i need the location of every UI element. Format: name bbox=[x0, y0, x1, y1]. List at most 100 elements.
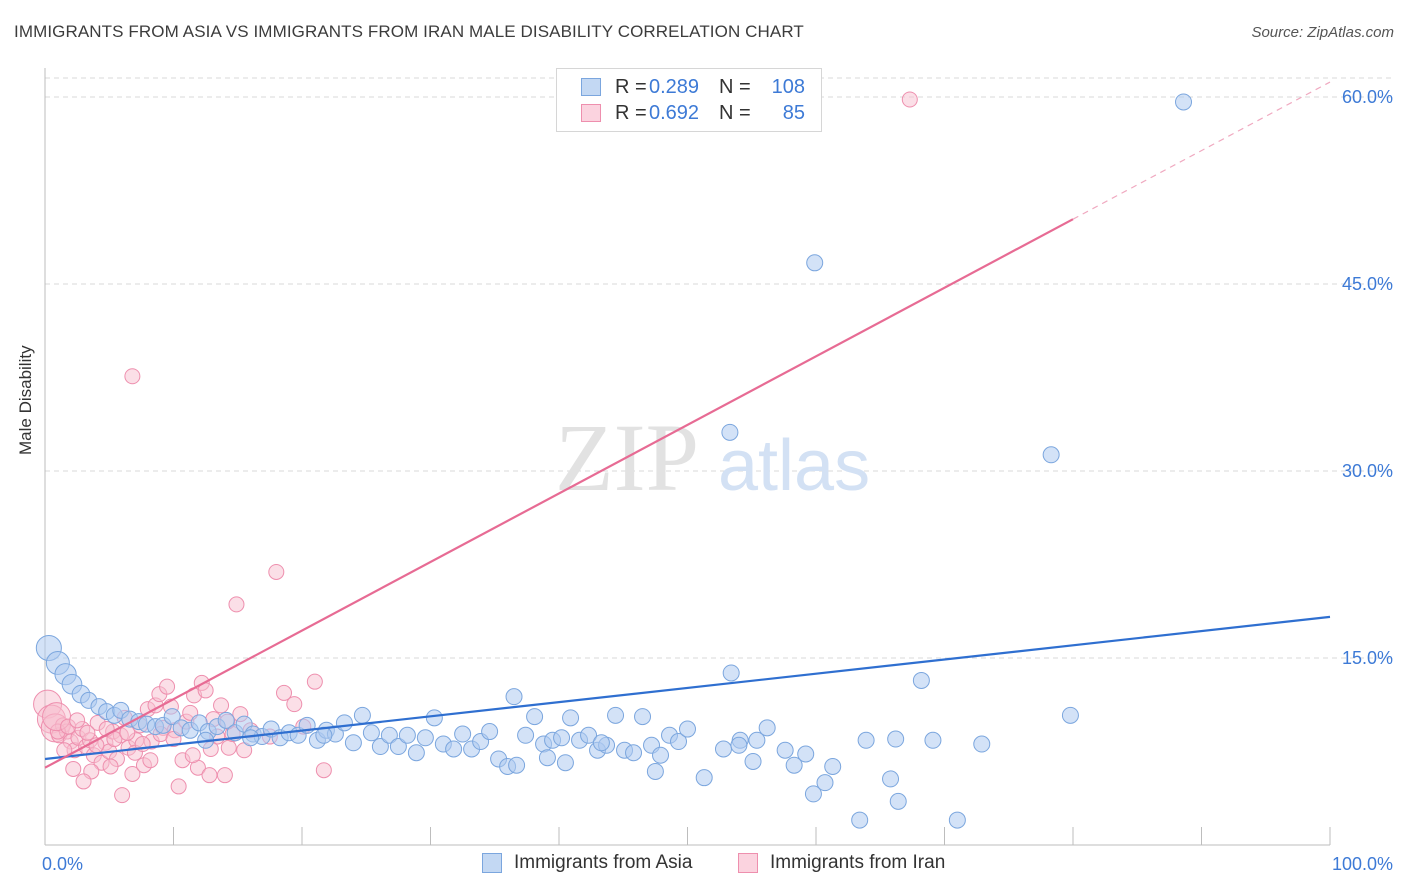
legend-swatch-iran bbox=[581, 104, 601, 122]
asia-point bbox=[882, 770, 900, 788]
asia-point bbox=[425, 709, 443, 727]
asia-point bbox=[163, 708, 181, 726]
asia-point bbox=[517, 726, 535, 744]
asia-point bbox=[454, 725, 472, 743]
asia-point bbox=[407, 744, 425, 762]
trend-line-asia bbox=[44, 615, 1331, 761]
iran-point bbox=[159, 678, 176, 695]
legend-row-asia: R = 0.289 N = 108 bbox=[581, 74, 805, 100]
asia-point bbox=[797, 745, 815, 763]
iran-point bbox=[124, 765, 141, 782]
legend-n-value-asia: 108 bbox=[771, 75, 805, 98]
y-tick-label: 45.0% bbox=[1342, 274, 1393, 294]
legend-n-label: N = bbox=[719, 75, 751, 98]
asia-point bbox=[538, 749, 556, 767]
asia-point bbox=[634, 708, 652, 726]
asia-point bbox=[722, 664, 740, 682]
asia-point bbox=[505, 688, 523, 706]
asia-point bbox=[721, 423, 739, 441]
asia-point bbox=[335, 714, 353, 732]
asia-point bbox=[380, 726, 398, 744]
asia-point bbox=[652, 746, 670, 764]
asia-point bbox=[851, 811, 869, 829]
iran-point bbox=[286, 696, 303, 713]
y-tick-label: 30.0% bbox=[1342, 461, 1393, 481]
iran-point bbox=[315, 762, 332, 779]
iran-point bbox=[114, 787, 131, 804]
iran-point bbox=[124, 368, 141, 385]
asia-point bbox=[973, 735, 991, 753]
iran-point bbox=[901, 91, 918, 108]
asia-point bbox=[553, 729, 571, 747]
bottom-legend-iran: Immigrants from Iran bbox=[738, 852, 945, 874]
asia-point bbox=[389, 738, 407, 756]
bottom-legend-swatch-iran bbox=[738, 853, 758, 873]
iran-point bbox=[75, 773, 92, 790]
iran-point bbox=[142, 752, 159, 769]
asia-point bbox=[526, 708, 544, 726]
iran-point bbox=[216, 767, 233, 784]
iran-point bbox=[306, 673, 323, 690]
asia-point bbox=[1061, 706, 1079, 724]
correlation-legend: R = 0.289 N = 108 R = 0.692 N = 85 bbox=[556, 68, 822, 132]
y-tick-label: 60.0% bbox=[1342, 87, 1393, 107]
asia-point bbox=[416, 729, 434, 747]
asia-point bbox=[776, 741, 794, 759]
asia-point bbox=[344, 734, 362, 752]
iran-point bbox=[102, 758, 119, 775]
legend-r-value-asia: 0.289 bbox=[649, 75, 700, 98]
iran-point bbox=[201, 767, 218, 784]
chart-title: IMMIGRANTS FROM ASIA VS IMMIGRANTS FROM … bbox=[14, 22, 804, 41]
asia-point bbox=[730, 736, 748, 754]
asia-point bbox=[398, 726, 416, 744]
iran-point bbox=[276, 684, 293, 701]
asia-point bbox=[670, 733, 688, 751]
asia-point bbox=[785, 756, 803, 774]
trend-line-iran-extrapolated bbox=[1072, 81, 1331, 220]
iran-point bbox=[79, 724, 96, 741]
legend-row-iran: R = 0.692 N = 85 bbox=[581, 100, 805, 126]
asia-point bbox=[806, 254, 824, 272]
x-tick-label: 0.0% bbox=[42, 854, 83, 874]
legend-n-label: N = bbox=[719, 101, 751, 124]
source-label: Source: ZipAtlas.com bbox=[1251, 24, 1394, 41]
watermark: ZIP atlas bbox=[555, 404, 870, 511]
bottom-legend-label-iran: Immigrants from Iran bbox=[770, 852, 946, 873]
watermark-atlas: atlas bbox=[718, 426, 870, 506]
asia-point bbox=[804, 785, 822, 803]
iran-point bbox=[170, 778, 187, 795]
trend-lines bbox=[44, 81, 1331, 769]
iran-point bbox=[184, 747, 201, 764]
asia-point bbox=[1042, 446, 1060, 464]
asia-point bbox=[816, 774, 834, 792]
asia-point bbox=[562, 709, 580, 727]
asia-point bbox=[758, 719, 776, 737]
y-axis-label: Male Disability bbox=[16, 345, 35, 455]
iran-point bbox=[228, 596, 245, 613]
asia-point bbox=[924, 731, 942, 749]
asia-point bbox=[948, 811, 966, 829]
asia-point bbox=[679, 720, 696, 738]
bottom-legend-label-asia: Immigrants from Asia bbox=[514, 852, 693, 873]
asia-point bbox=[607, 706, 625, 724]
asia-point bbox=[857, 731, 875, 749]
bottom-legend-asia: Immigrants from Asia bbox=[482, 852, 692, 874]
legend-r-value-iran: 0.692 bbox=[649, 101, 700, 124]
asia-point bbox=[695, 769, 713, 787]
asia-point bbox=[748, 731, 766, 749]
asia-point bbox=[362, 724, 380, 742]
asia-point bbox=[646, 762, 664, 780]
asia-point bbox=[592, 734, 610, 752]
y-tick-label: 15.0% bbox=[1342, 648, 1393, 668]
asia-point bbox=[824, 757, 842, 775]
x-tick-label: 100.0% bbox=[1332, 854, 1393, 874]
asia-point bbox=[1175, 93, 1193, 111]
tick-labels: 15.0% 30.0% 45.0% 60.0% 0.0% 100.0% bbox=[42, 87, 1393, 874]
legend-n-value-iran: 85 bbox=[782, 101, 805, 124]
asia-point bbox=[580, 726, 598, 744]
asia-point bbox=[887, 730, 905, 748]
asia-point bbox=[371, 738, 389, 756]
legend-r-label: R = bbox=[615, 75, 647, 98]
asia-point bbox=[481, 723, 499, 741]
